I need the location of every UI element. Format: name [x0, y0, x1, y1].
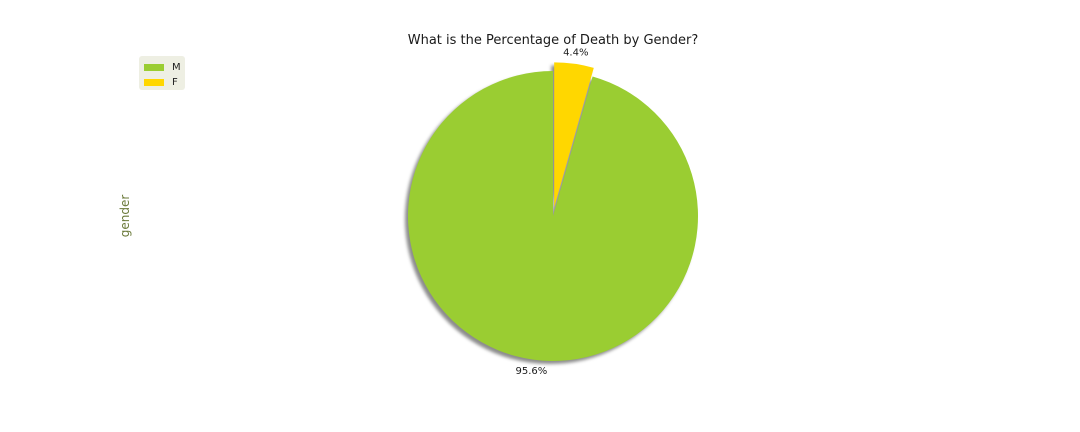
pie-labels: 95.6% 4.4% [516, 47, 589, 377]
legend-item-m: M [144, 60, 185, 75]
legend: M F [139, 56, 185, 90]
legend-label-m: M [172, 61, 181, 73]
pie-slice-label-f: 4.4% [563, 47, 588, 58]
chart-title: What is the Percentage of Death by Gende… [407, 33, 699, 48]
legend-swatch-m [144, 64, 164, 71]
legend-swatch-f [144, 79, 164, 86]
legend-item-f: F [144, 75, 185, 90]
pie-slice-label-m: 95.6% [516, 366, 548, 377]
pie-slices [407, 62, 698, 361]
legend-label-f: F [172, 76, 178, 88]
pie-slice-f [554, 62, 594, 208]
pie-slice-m [407, 71, 698, 361]
